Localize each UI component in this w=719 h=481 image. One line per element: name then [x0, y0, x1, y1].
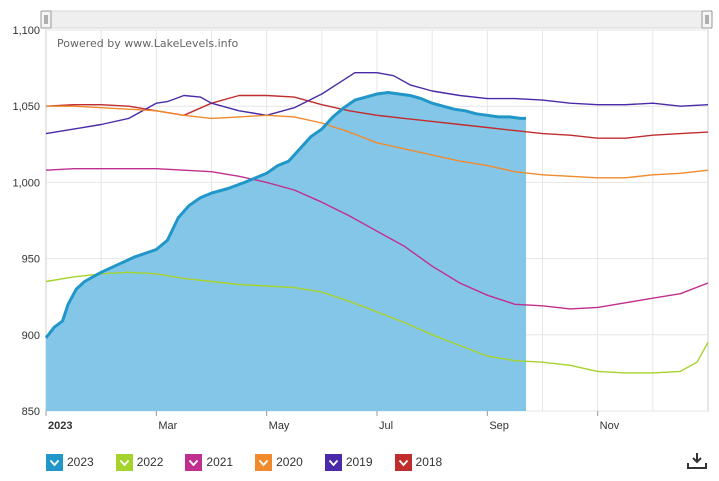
chevron-down-icon: [255, 453, 273, 471]
legend-label: 2023: [67, 455, 94, 469]
y-tick-label: 1,000: [12, 177, 40, 189]
series-line-2022: [45, 271, 709, 374]
navigator-handle-right[interactable]: [701, 10, 713, 29]
x-tick-label: Nov: [600, 420, 620, 432]
legend-item-2023[interactable]: 2023: [46, 452, 94, 472]
chevron-down-icon: [185, 453, 203, 471]
legend-label: 2022: [136, 455, 164, 469]
legend-label: 2021: [206, 455, 234, 469]
navigator-handle-left[interactable]: [40, 10, 52, 29]
chevron-down-icon: [324, 453, 342, 471]
chevron-down-icon: [115, 453, 133, 471]
y-tick-label: 850: [22, 406, 40, 418]
legend-item-2018[interactable]: 2018: [394, 452, 443, 472]
y-tick-label: 1,050: [12, 101, 40, 113]
chevron-down-icon: [394, 453, 412, 471]
legend-item-2020[interactable]: 2020: [255, 452, 303, 472]
legend-item-2021[interactable]: 2021: [185, 452, 233, 472]
series-line-2021: [45, 168, 709, 310]
legend-label: 2020: [276, 455, 303, 469]
series-line-2020: [46, 105, 709, 179]
legend-label: 2019: [345, 455, 373, 469]
navigator-bar[interactable]: [45, 10, 709, 29]
x-tick-label: Mar: [158, 420, 177, 432]
y-tick-label: 900: [22, 330, 40, 342]
series-line-2023: [44, 91, 526, 339]
watermark: Powered by www.LakeLevels.info: [57, 37, 239, 50]
legend-item-2022[interactable]: 2022: [115, 452, 164, 472]
legend-item-2019[interactable]: 2019: [324, 452, 373, 472]
download-icon[interactable]: [686, 452, 708, 470]
legend: 2023 2022 2021 2020 2019 2018: [46, 452, 464, 472]
series-layer: [44, 72, 709, 411]
chevron-down-icon: [46, 453, 63, 471]
series-area-2023: [46, 92, 526, 411]
y-tick-label: 950: [22, 254, 40, 266]
legend-label: 2018: [415, 455, 443, 469]
y-axis: 850 900 950 1,000 1,050 1,100: [12, 25, 40, 418]
x-tick-label: Jul: [379, 420, 393, 432]
x-axis: 2023 Mar May Jul Sep Nov: [45, 411, 620, 432]
x-tick-label: May: [269, 420, 290, 432]
y-tick-label: 1,100: [12, 25, 40, 37]
series-line-2019: [45, 72, 709, 135]
x-tick-label: Sep: [489, 420, 509, 432]
x-tick-label: 2023: [48, 420, 72, 432]
